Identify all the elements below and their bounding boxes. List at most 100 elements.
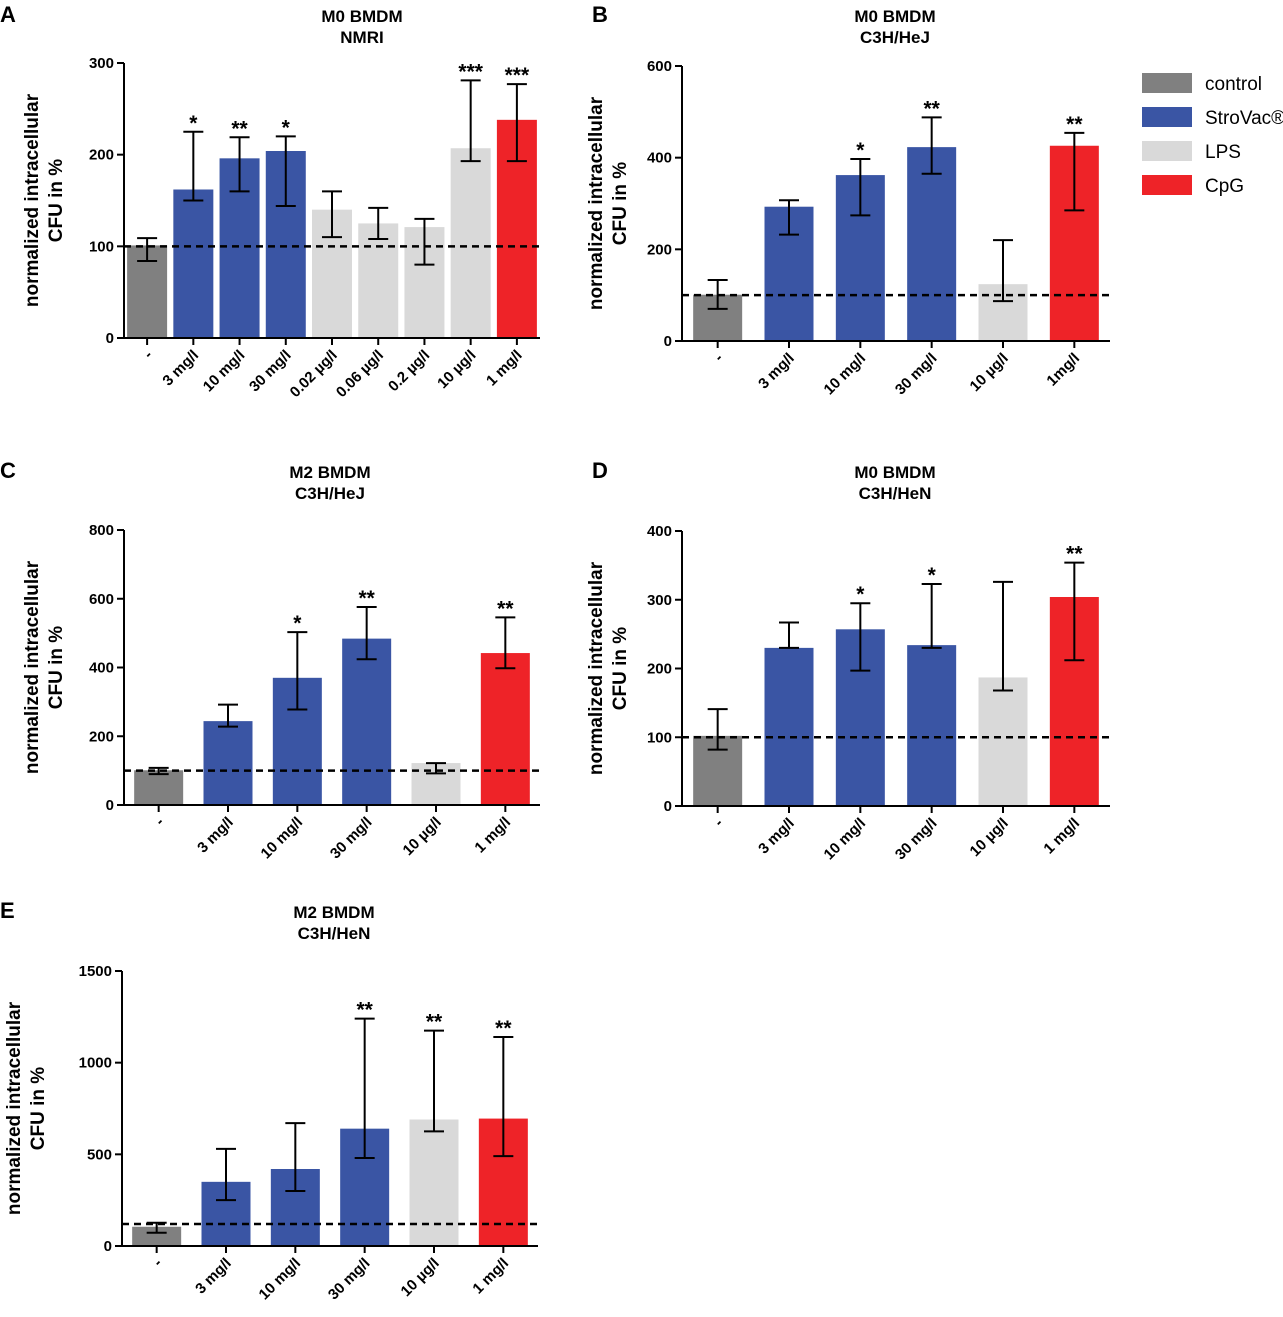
- chart-title: M2 BMDM: [289, 463, 370, 482]
- significance-label: *: [282, 116, 291, 139]
- chart-title: M2 BMDM: [293, 903, 374, 922]
- significance-label: **: [358, 587, 375, 610]
- x-tick-label: 1 mg/l: [483, 347, 526, 390]
- significance-label: **: [1066, 113, 1083, 136]
- significance-label: *: [928, 564, 937, 587]
- legend-label: LPS: [1205, 142, 1241, 163]
- panel-A: A M0 BMDM NMRI normalized intracellular CFU …: [0, 2, 540, 401]
- y-tick-label: 200: [647, 241, 672, 258]
- panel-letter: D: [592, 458, 608, 483]
- x-tick-label: 0.06 µg/l: [333, 347, 387, 401]
- panel-letter: B: [592, 2, 608, 27]
- x-tick-label: 3 mg/l: [192, 1255, 235, 1298]
- x-tick-label: 1mg/l: [1043, 350, 1083, 390]
- bar-E-4: [409, 1119, 459, 1246]
- significance-label: **: [426, 1011, 443, 1034]
- legend-label: CpG: [1205, 176, 1244, 197]
- chart-title: C3H/HeJ: [860, 28, 930, 47]
- y-tick-label: 0: [664, 798, 672, 815]
- x-tick-label: 3 mg/l: [159, 347, 202, 390]
- panel-letter: A: [0, 2, 16, 27]
- bar-B-3: [907, 147, 957, 341]
- x-tick-label: 1 mg/l: [469, 1255, 512, 1298]
- x-tick-label: 30 mg/l: [892, 815, 941, 864]
- legend-swatch-lps: [1142, 141, 1192, 161]
- chart-title: NMRI: [340, 28, 383, 47]
- y-tick-label: 300: [647, 592, 672, 609]
- y-tick-label: 0: [104, 1238, 112, 1255]
- panel-C: C M2 BMDM C3H/HeJ normalized intracellular C…: [0, 458, 540, 862]
- x-tick-label: 10 µg/l: [967, 350, 1012, 395]
- bar-C-5: [480, 653, 530, 805]
- y-tick-label: 0: [664, 333, 672, 350]
- x-tick-label: 10 mg/l: [258, 814, 307, 863]
- significance-label: **: [923, 97, 940, 120]
- significance-label: **: [495, 1017, 512, 1040]
- bar-A-7: [450, 148, 491, 338]
- y-tick-label: 0: [106, 330, 114, 347]
- significance-label: *: [856, 139, 865, 162]
- bar-C-0: [134, 770, 184, 805]
- y-axis-label: CFU in %: [610, 627, 631, 710]
- panel-D: D M0 BMDM C3H/HeN normalized intracellular C…: [586, 458, 1110, 863]
- panel-E: E M2 BMDM C3H/HeN normalized intracellular C…: [0, 898, 538, 1303]
- y-tick-label: 400: [647, 150, 672, 167]
- significance-label: *: [293, 612, 302, 635]
- legend-swatch-strovac: [1142, 107, 1192, 127]
- significance-label: **: [497, 597, 514, 620]
- significance-label: **: [1066, 543, 1083, 566]
- y-tick-label: 200: [647, 661, 672, 678]
- y-tick-label: 400: [647, 523, 672, 540]
- y-tick-label: 400: [89, 660, 114, 677]
- x-tick-label: 0.02 µg/l: [287, 347, 341, 401]
- y-axis-label: CFU in %: [46, 626, 67, 709]
- y-axis-label: normalized intracellular: [4, 1001, 25, 1215]
- chart-title: C3H/HeJ: [295, 484, 365, 503]
- panel-B: B M0 BMDM C3H/HeJ normalized intracellular C…: [586, 2, 1110, 398]
- x-tick-label: 10 mg/l: [200, 347, 249, 396]
- legend-swatch-control: [1142, 73, 1192, 93]
- y-tick-label: 600: [647, 58, 672, 75]
- significance-label: **: [356, 999, 373, 1022]
- x-tick-label: -: [140, 347, 156, 363]
- x-tick-label: 30 mg/l: [327, 814, 376, 863]
- x-tick-label: 10 mg/l: [821, 815, 870, 864]
- significance-label: ***: [458, 60, 483, 83]
- legend-label: control: [1205, 74, 1262, 95]
- x-tick-label: 10 mg/l: [821, 350, 870, 399]
- significance-label: *: [189, 112, 198, 135]
- x-tick-label: 1 mg/l: [1040, 815, 1083, 858]
- bar-C-3: [342, 638, 392, 805]
- y-axis-label: normalized intracellular: [586, 96, 607, 310]
- y-axis-label: CFU in %: [28, 1067, 49, 1150]
- legend-swatch-cpg: [1142, 175, 1192, 195]
- x-tick-label: 10 µg/l: [434, 347, 479, 392]
- y-axis-label: normalized intracellular: [586, 561, 607, 775]
- y-tick-label: 600: [89, 591, 114, 608]
- panel-letter: E: [0, 898, 15, 923]
- x-tick-label: 3 mg/l: [194, 814, 237, 857]
- x-tick-label: 1 mg/l: [471, 814, 514, 857]
- y-tick-label: 0: [106, 797, 114, 814]
- legend-label: StroVac®: [1205, 108, 1283, 129]
- chart-title: M0 BMDM: [321, 7, 402, 26]
- panel-letter: C: [0, 458, 16, 483]
- x-tick-label: 30 mg/l: [325, 1255, 374, 1304]
- bar-D-3: [907, 645, 957, 806]
- bar-D-4: [978, 677, 1028, 806]
- bar-A-5: [358, 223, 399, 338]
- y-axis-label: CFU in %: [46, 159, 67, 242]
- legend: control StroVac® LPS CpG: [1142, 73, 1283, 197]
- y-axis-label: CFU in %: [610, 162, 631, 245]
- y-axis-label: normalized intracellular: [22, 93, 43, 307]
- x-tick-label: 10 µg/l: [400, 814, 445, 859]
- x-tick-label: 3 mg/l: [755, 350, 798, 393]
- y-tick-label: 200: [89, 728, 114, 745]
- bar-E-0: [132, 1226, 182, 1246]
- bar-C-1: [203, 721, 253, 805]
- significance-label: **: [231, 117, 248, 140]
- x-tick-label: -: [711, 350, 727, 366]
- y-tick-label: 1000: [79, 1055, 112, 1072]
- x-tick-label: -: [711, 815, 727, 831]
